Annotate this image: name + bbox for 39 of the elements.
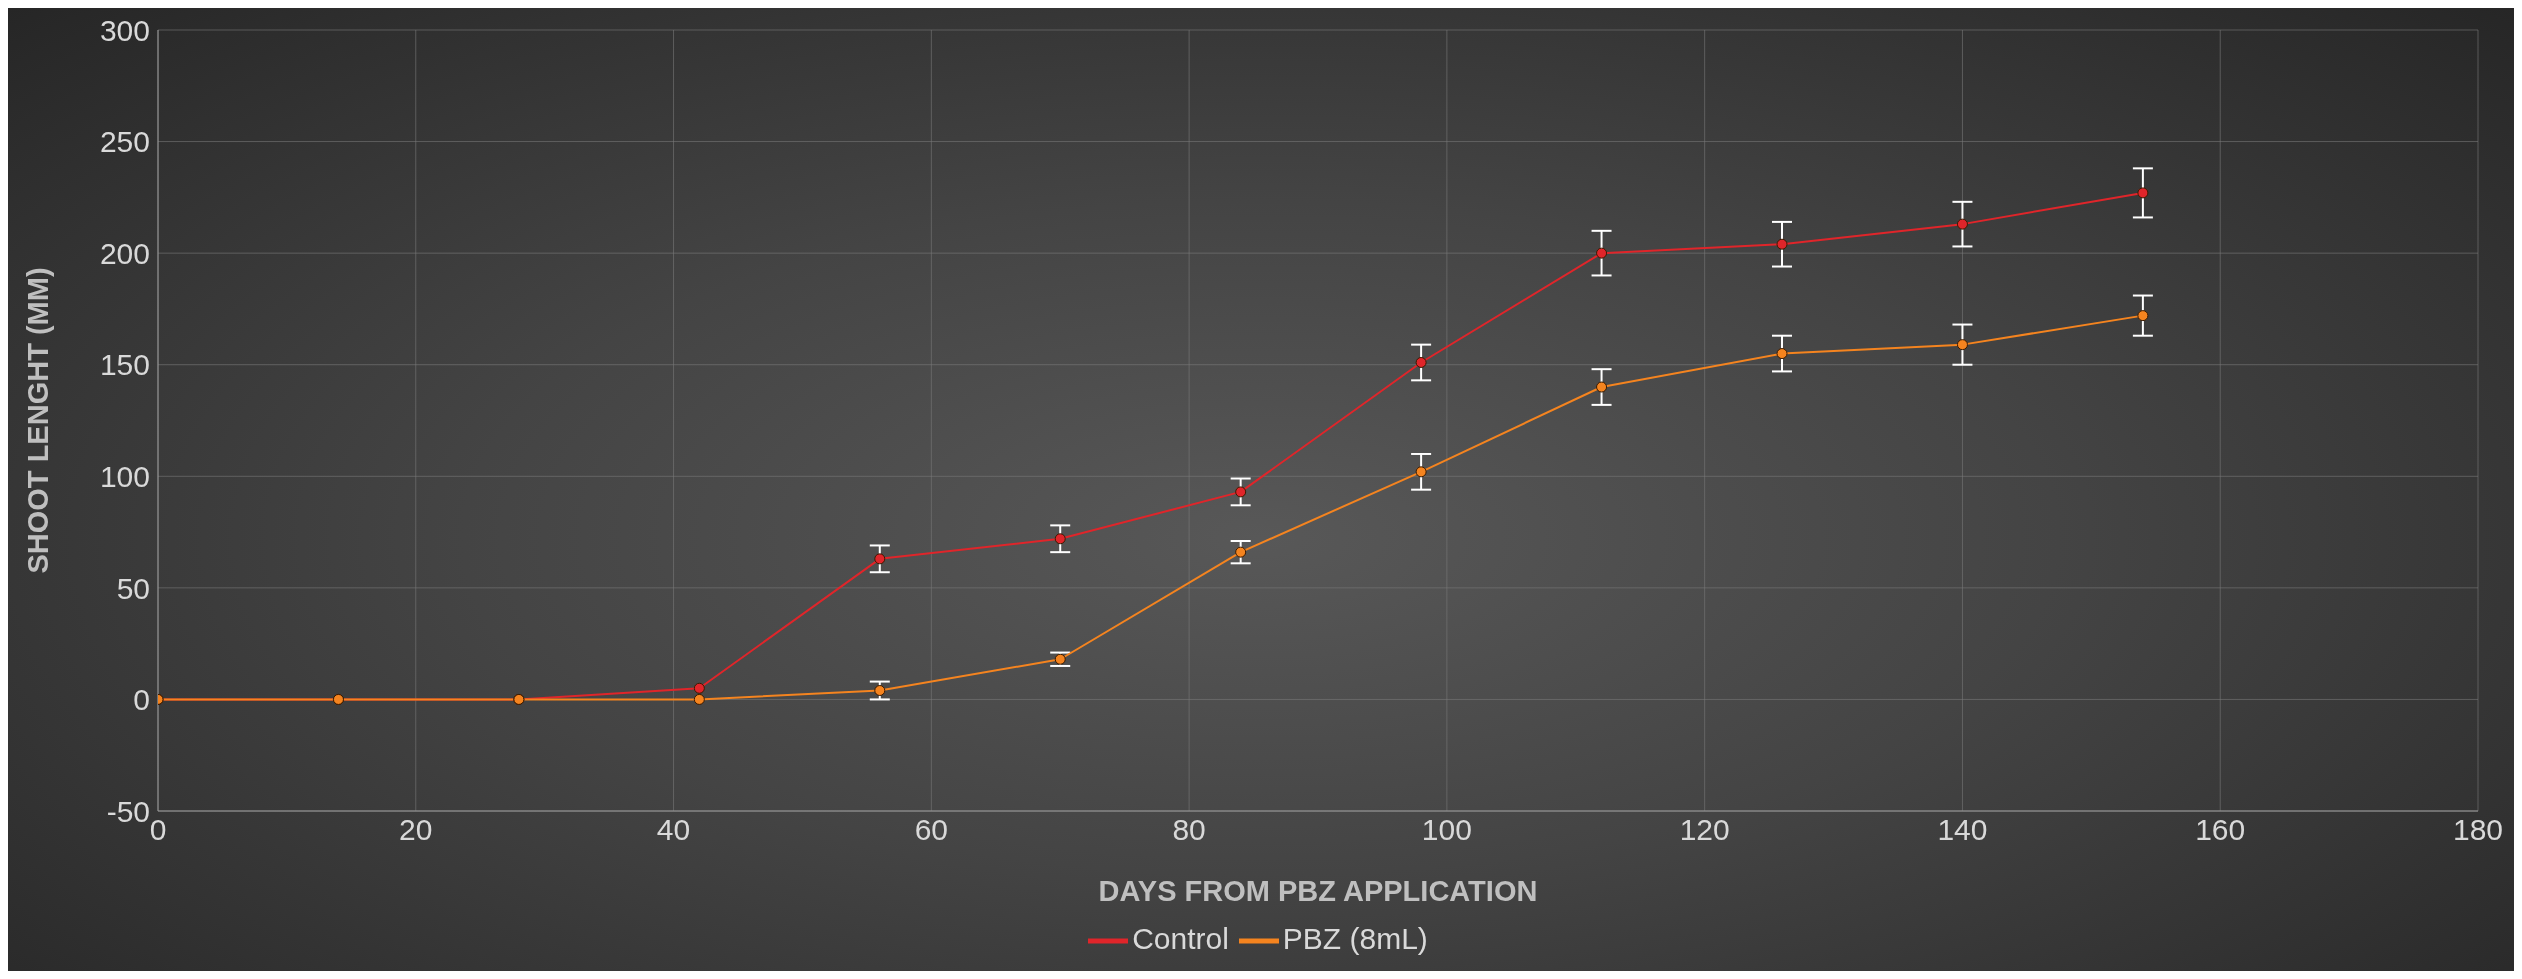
point (693, 682, 705, 694)
y-tick-label: 200 (99, 236, 150, 270)
y-tick-label: -50 (106, 794, 150, 828)
point (1596, 381, 1608, 393)
point (1235, 486, 1247, 498)
x-tick-label: 100 (1421, 813, 1472, 847)
point (1956, 339, 1968, 351)
point (1054, 653, 1066, 665)
x-tick-label: 160 (2195, 813, 2246, 847)
y-tick-label: 250 (99, 125, 150, 159)
point (693, 693, 705, 705)
y-tick-label: 100 (99, 459, 150, 493)
legend-label: PBZ (8mL) (1282, 921, 1428, 955)
y-tick-label: 150 (99, 348, 150, 382)
x-tick-label: 40 (656, 813, 691, 847)
point (1235, 546, 1247, 558)
point (2137, 310, 2149, 322)
x-tick-label: 20 (399, 813, 433, 847)
point (1956, 218, 1968, 230)
point (1776, 348, 1788, 360)
y-tick-label: 300 (99, 13, 150, 47)
point (2137, 187, 2149, 199)
x-tick-label: 60 (914, 813, 949, 847)
x-axis-title: DAYS FROM PBZ APPLICATION (1098, 875, 1538, 907)
point (874, 685, 886, 696)
y-axis-title: SHOOT LENGHT (MM) (22, 267, 55, 574)
x-tick-label: 180 (2452, 813, 2504, 847)
point (1415, 356, 1427, 368)
y-tick-label: 50 (116, 571, 150, 605)
point (1054, 533, 1066, 545)
point (1596, 247, 1608, 259)
point (874, 553, 886, 565)
x-tick-label: 80 (1172, 813, 1206, 847)
legend-label: Control (1132, 921, 1229, 955)
point (1776, 238, 1788, 250)
y-tick-label: 0 (133, 683, 150, 717)
x-tick-label: 120 (1679, 813, 1730, 847)
x-tick-label: 140 (1937, 813, 1988, 847)
point (1415, 466, 1427, 478)
